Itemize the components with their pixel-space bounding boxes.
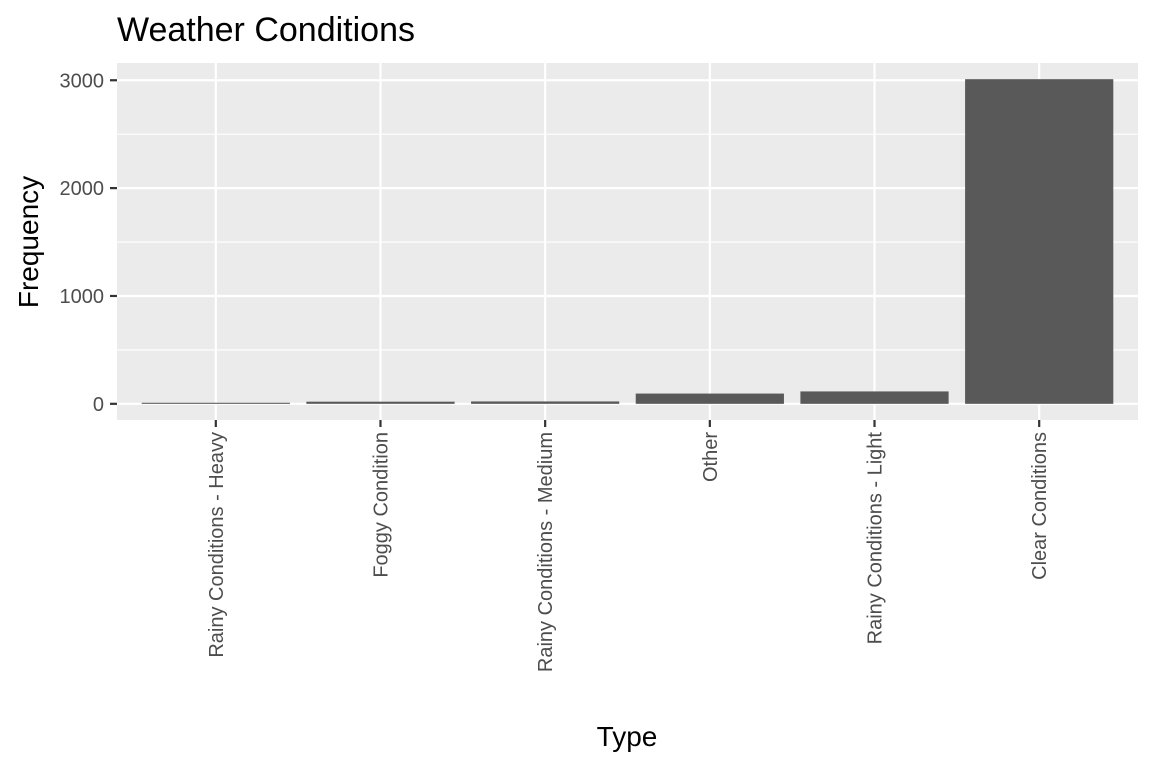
x-tick-label: Rainy Conditions - Heavy xyxy=(206,432,228,658)
bar xyxy=(965,79,1114,404)
x-axis-title: Type xyxy=(597,721,658,752)
x-tick-label: Rainy Conditions - Medium xyxy=(535,432,557,672)
y-tick-label: 1000 xyxy=(60,286,105,308)
y-axis-title: Frequency xyxy=(13,176,44,308)
x-tick-label: Foggy Condition xyxy=(370,432,392,578)
bar-layer xyxy=(141,79,1114,404)
bar xyxy=(306,401,455,404)
y-tick-label: 0 xyxy=(93,394,104,416)
x-tick-label: Rainy Conditions - Light xyxy=(865,432,887,645)
bar xyxy=(800,391,949,404)
bar xyxy=(635,393,784,404)
x-tick-label: Other xyxy=(700,432,722,482)
bar xyxy=(141,402,290,404)
axis-layer: 0 1000 2000 3000 Rainy Conditions - Heavy Fog… xyxy=(60,70,1052,672)
y-tick-label: 2000 xyxy=(60,178,105,200)
x-tick-label: Clear Conditions xyxy=(1029,432,1051,580)
y-tick-label: 3000 xyxy=(60,70,105,92)
chart-title: Weather Conditions xyxy=(117,11,415,49)
bar xyxy=(471,401,620,404)
